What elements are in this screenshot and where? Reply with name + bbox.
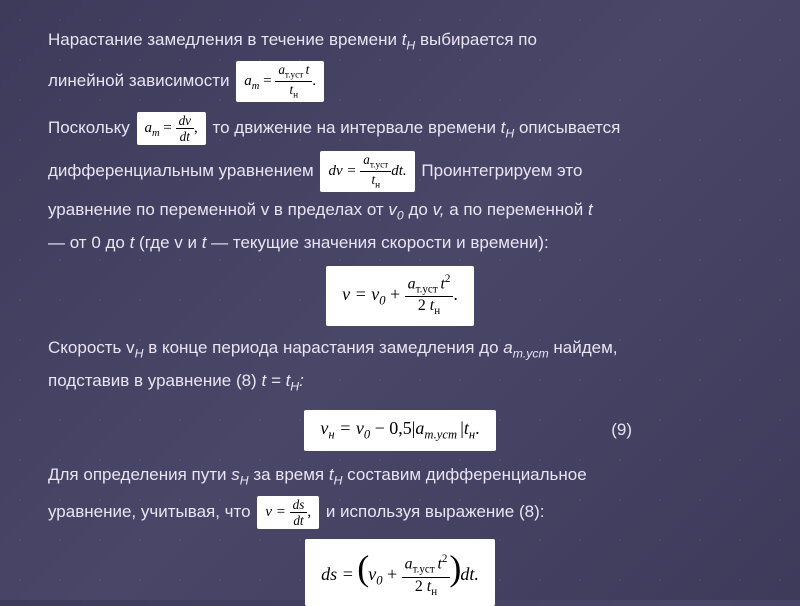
p3-a: Скорость v <box>48 338 135 357</box>
p2-v0: v <box>388 200 397 219</box>
p2-k: — текущие значения скорости и времени): <box>206 233 548 252</box>
p2-tsub: Н <box>505 126 514 140</box>
p1-th-sub: Н <box>406 38 415 52</box>
p2-v: v, <box>433 200 445 219</box>
p3-eq: = <box>266 371 285 390</box>
p2-v0sub: 0 <box>397 208 404 222</box>
paragraph-4: Для определения пути sН за время tН сост… <box>48 463 752 530</box>
formula-1: aт = aт.уст ttн. <box>236 61 324 102</box>
p4-a: Для определения пути <box>48 465 231 484</box>
p4-ssub: Н <box>240 473 249 487</box>
p4-s: s <box>231 465 240 484</box>
formula-4: v = v0 + aт.уст t22 tн. <box>326 266 474 326</box>
p4-b: за время <box>249 465 329 484</box>
p2-f: уравнение по переменной v в пределах от <box>48 200 388 219</box>
paragraph-3: Скорость v Н в конце периода нарастания з… <box>48 336 752 396</box>
p2-tv: t <box>588 200 593 219</box>
p2-d: дифференциальным уравнением <box>48 161 318 180</box>
formula-6: v = dsdt, <box>257 496 319 529</box>
p2-b: то движение на интервале времени <box>213 118 501 137</box>
p2-e: Проинтегрируем это <box>421 161 582 180</box>
formula-2: aт = dvdt, <box>137 112 206 145</box>
p2-g: до <box>404 200 433 219</box>
p2-h: а по переменной <box>445 200 588 219</box>
p3-d: подставив в уравнение (8) <box>48 371 261 390</box>
p3-c: найдем, <box>549 338 618 357</box>
p3-at: a <box>503 338 512 357</box>
paragraph-1: Нарастание замедления в течение времени … <box>48 28 752 102</box>
equation-number-9: (9) <box>611 418 632 443</box>
formula-7: ds = (v0 + aт.уст t22 tн)dt. <box>305 539 495 606</box>
p3-b: в конце периода нарастания замедления до <box>143 338 503 357</box>
p4-c: составим дифференциальное <box>342 465 586 484</box>
p1-line1b: выбирается по <box>415 30 537 49</box>
p3-colon: : <box>299 371 304 390</box>
p1-line2: линейной зависимости <box>48 71 234 90</box>
p3-t2sub: Н <box>290 379 299 393</box>
paragraph-2: Поскольку aт = dvdt, то движение на инте… <box>48 112 752 256</box>
p2-i: — от 0 до <box>48 233 130 252</box>
p4-e: и используя выражение (8): <box>326 502 545 521</box>
p3-atsub: т.уст <box>513 346 549 360</box>
p2-j: (где v и <box>134 233 201 252</box>
formula-5: vн = v0 − 0,5|aт.уст |tн. <box>304 410 495 451</box>
p1-line1: Нарастание замедления в течение времени <box>48 30 402 49</box>
p2-c: описывается <box>514 118 620 137</box>
p2-a: Поскольку <box>48 118 135 137</box>
p4-d: уравнение, учитывая, что <box>48 502 255 521</box>
formula-3: dv = aт.устtнdt. <box>320 151 414 192</box>
formula-5-row: vн = v0 − 0,5|aт.уст |tн. (9) <box>48 406 752 455</box>
